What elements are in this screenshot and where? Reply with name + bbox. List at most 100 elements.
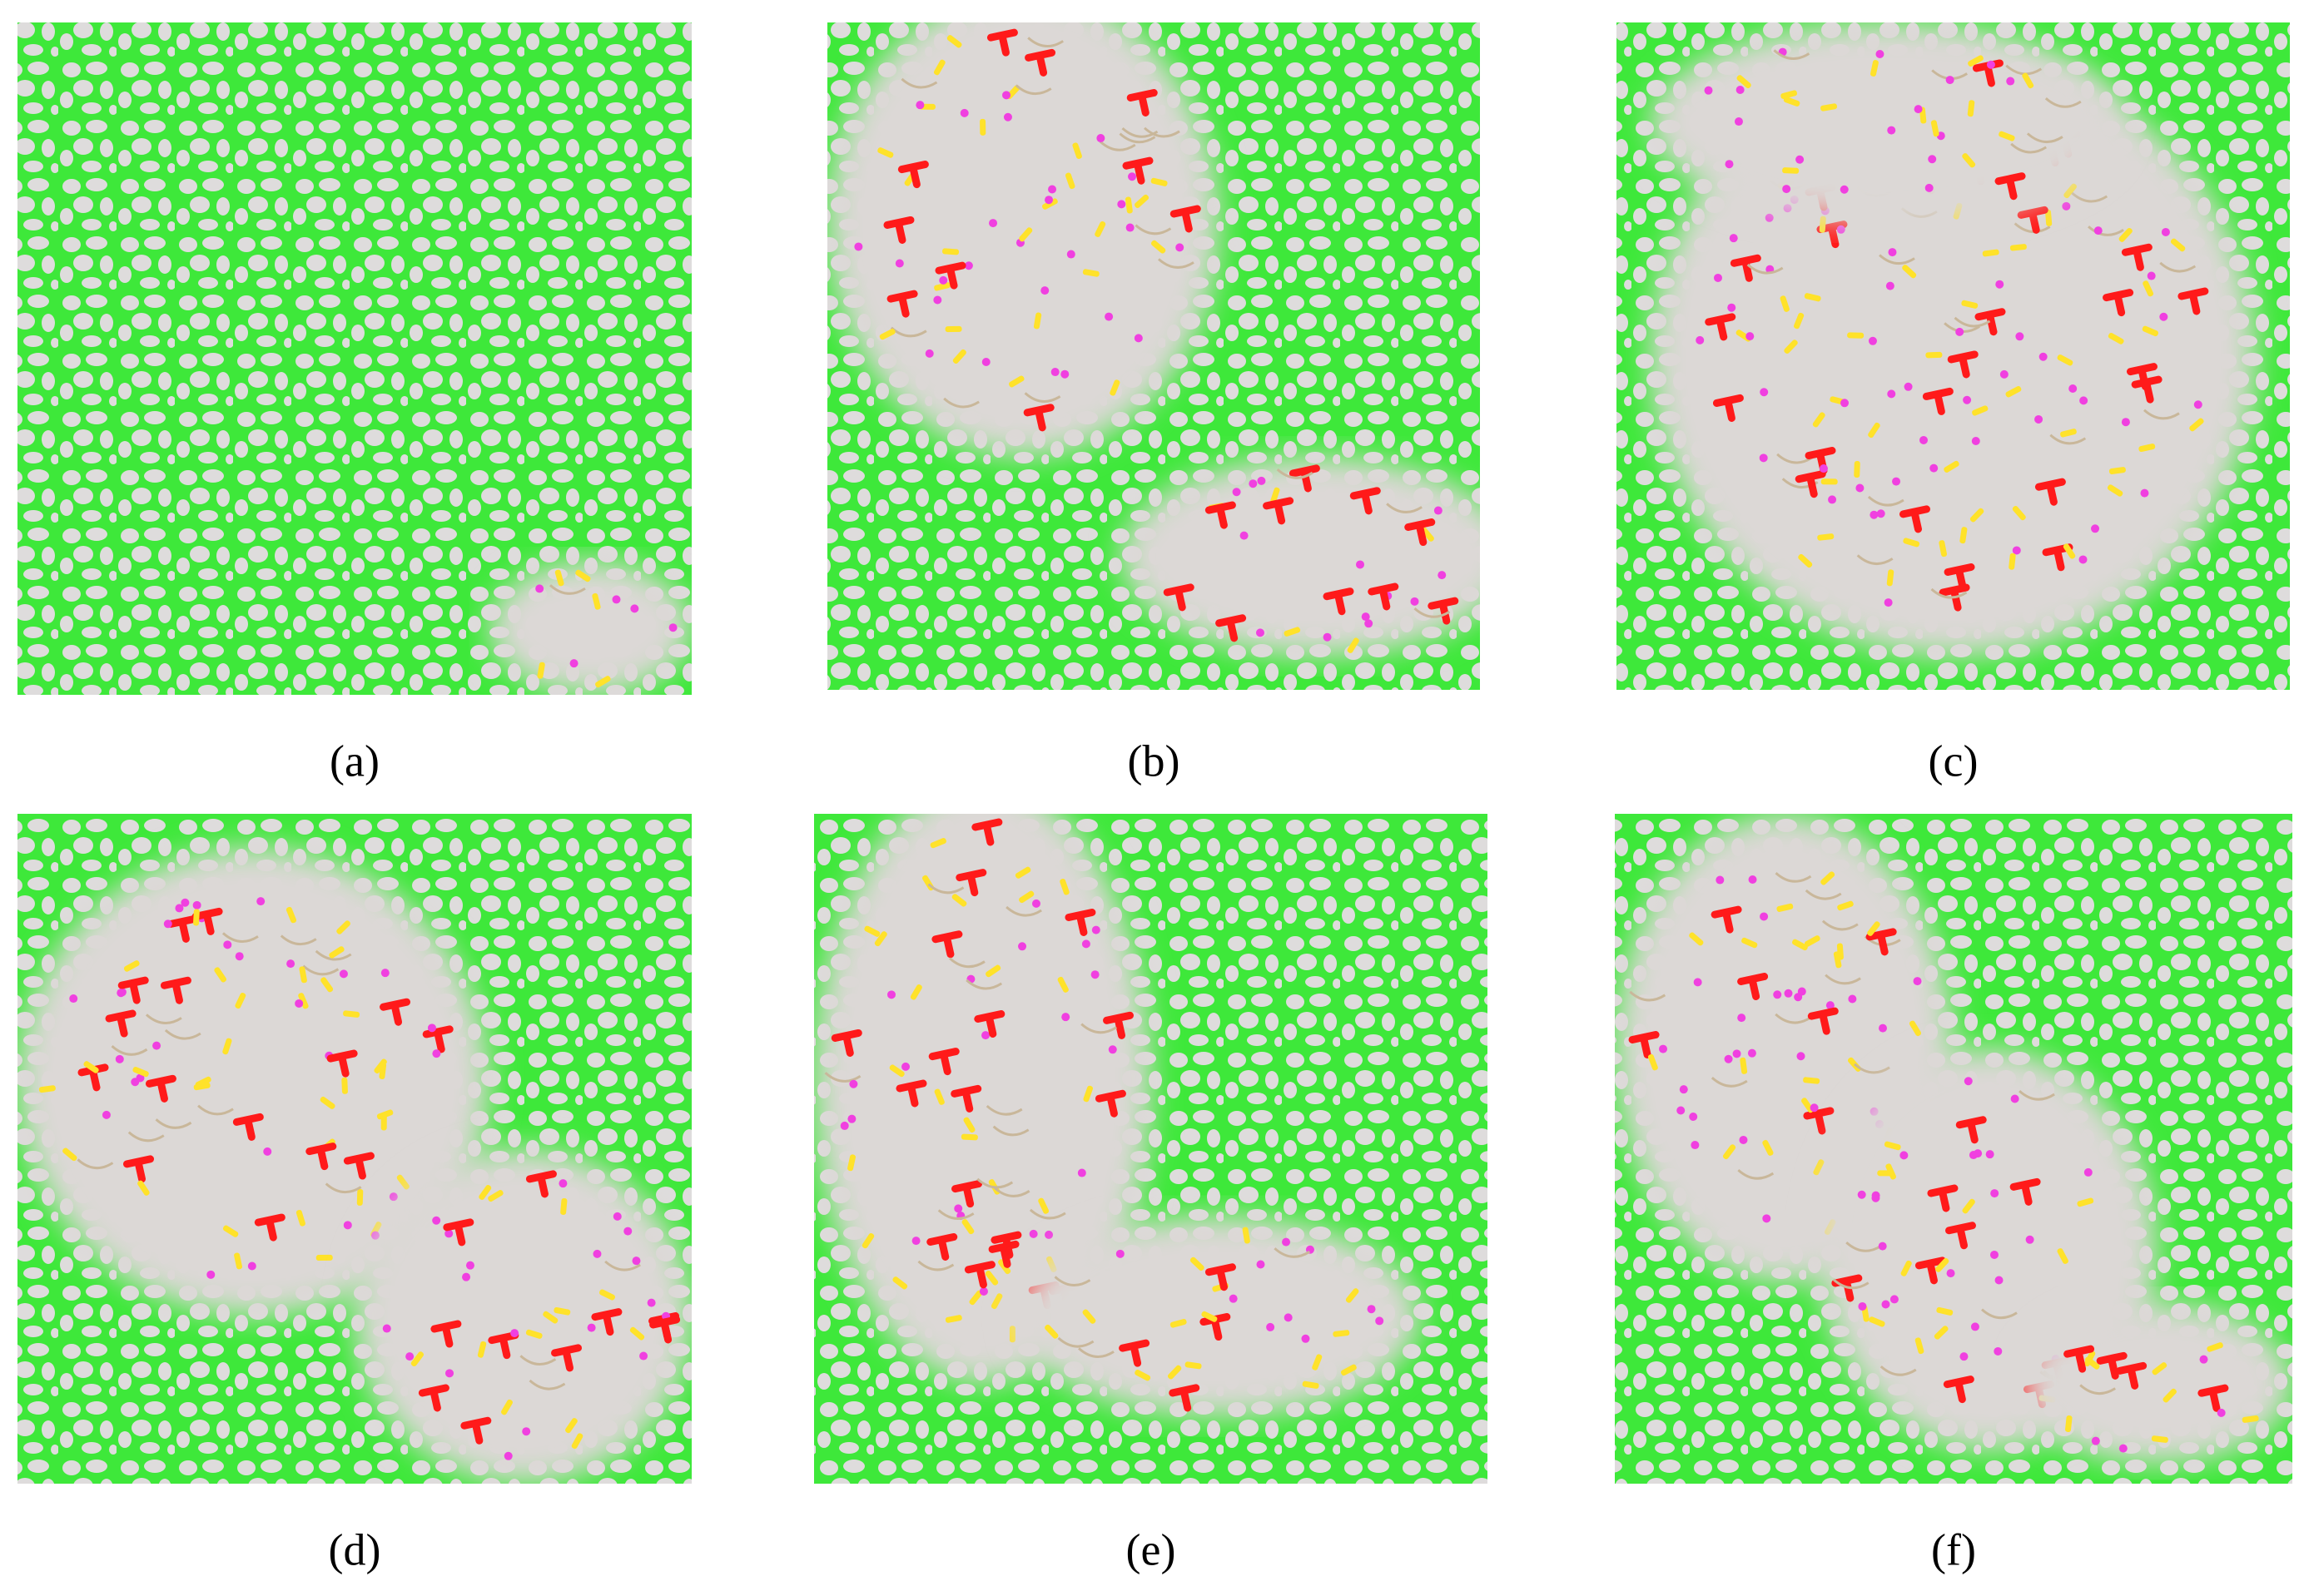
break-point [1796, 1052, 1805, 1061]
break-point [2091, 524, 2100, 533]
break-point [2091, 1436, 2100, 1445]
isolated-cluster [951, 1180, 983, 1208]
panel-image [827, 22, 1480, 690]
fiber [1746, 263, 1784, 275]
fiber [1832, 1278, 1870, 1290]
isolated-cluster [326, 1049, 358, 1078]
fiber [1135, 224, 1172, 235]
weak-link [571, 1433, 583, 1450]
weak-link [1969, 508, 1984, 523]
break-point [1913, 977, 1922, 986]
break-point [1029, 1229, 1038, 1238]
isolated-cluster [956, 869, 987, 897]
fiber [937, 1209, 975, 1220]
break-point [1919, 435, 1928, 444]
break-point [911, 1237, 921, 1246]
break-point [1090, 970, 1100, 979]
isolated-cluster [488, 1331, 519, 1360]
break-point [925, 349, 934, 358]
weak-link [961, 1219, 975, 1235]
fiber [986, 1104, 1023, 1116]
damaged-zone [489, 560, 692, 695]
weak-link [933, 59, 946, 76]
weak-link [1019, 890, 1035, 904]
break-point [1871, 1193, 1880, 1202]
weak-link [2138, 444, 2156, 453]
fiber [1057, 1336, 1095, 1348]
fiber [901, 77, 938, 89]
weak-link [1870, 60, 1879, 77]
break-point [263, 1147, 272, 1156]
fiber [1773, 49, 1810, 60]
fiber [1805, 889, 1842, 900]
fiber [315, 949, 352, 961]
weak-link [1820, 871, 1835, 885]
weak-link [2060, 429, 2077, 438]
weak-link [1347, 637, 1359, 653]
break-point [2147, 271, 2156, 280]
fiber [976, 1177, 1014, 1189]
weak-link [1762, 1139, 1774, 1156]
weak-link [554, 569, 564, 587]
isolated-cluster [1204, 501, 1236, 529]
break-point [1040, 286, 1050, 295]
panel-image [17, 814, 692, 1484]
fiber [1027, 37, 1064, 47]
weak-link [595, 676, 611, 688]
isolated-cluster [1943, 1375, 1974, 1404]
isolated-cluster [1023, 404, 1055, 432]
break-point [954, 1204, 963, 1213]
break-point [939, 275, 948, 285]
break-point [1784, 989, 1793, 998]
fiber [1954, 316, 1991, 328]
isolated-cluster [896, 1079, 927, 1108]
isolated-cluster [591, 1308, 623, 1336]
break-point [1840, 399, 1850, 408]
weak-link [214, 967, 227, 983]
fiber [164, 1028, 201, 1040]
weak-link [892, 1276, 908, 1290]
weak-link [629, 1326, 645, 1341]
weak-link [1820, 103, 1838, 112]
break-point [69, 994, 78, 1004]
weak-link [2009, 244, 2027, 251]
weak-link [1647, 1053, 1658, 1071]
break-point [115, 1054, 124, 1063]
fiber [1080, 1023, 1118, 1034]
isolated-cluster [1163, 583, 1194, 612]
break-point [1693, 978, 1702, 987]
weak-link [2143, 280, 2154, 297]
isolated-cluster [2017, 206, 2048, 234]
isolated-cluster [430, 1320, 462, 1348]
fiber [155, 1118, 192, 1129]
weak-link [286, 906, 297, 924]
break-point [1045, 196, 1054, 205]
weak-link [1836, 943, 1844, 960]
weak-link [991, 1293, 1003, 1310]
isolated-cluster [883, 216, 915, 244]
break-point [1713, 273, 1722, 282]
weak-link [985, 1271, 999, 1286]
isolated-cluster [422, 1025, 454, 1053]
weak-link [1038, 1197, 1050, 1214]
weak-link [874, 931, 887, 947]
fiber [1024, 392, 1061, 403]
isolated-cluster [831, 1028, 862, 1057]
weak-link [2152, 1362, 2167, 1375]
break-point [1060, 369, 1070, 379]
weak-link [1340, 1364, 1357, 1376]
break-point [1868, 336, 1877, 345]
weak-link [2077, 1197, 2094, 1207]
weak-link [2151, 1435, 2168, 1443]
panel-image [17, 22, 692, 695]
isolated-cluster [951, 1084, 982, 1113]
isolated-cluster [1737, 973, 1769, 1001]
isolated-cluster [525, 1170, 557, 1198]
break-point [1995, 280, 2004, 289]
break-point [136, 1073, 145, 1083]
isolated-cluster [145, 1074, 176, 1103]
weak-link [969, 1290, 983, 1306]
panel-label: (d) [329, 1524, 381, 1574]
fiber [992, 1125, 1030, 1137]
break-point [445, 1369, 454, 1378]
